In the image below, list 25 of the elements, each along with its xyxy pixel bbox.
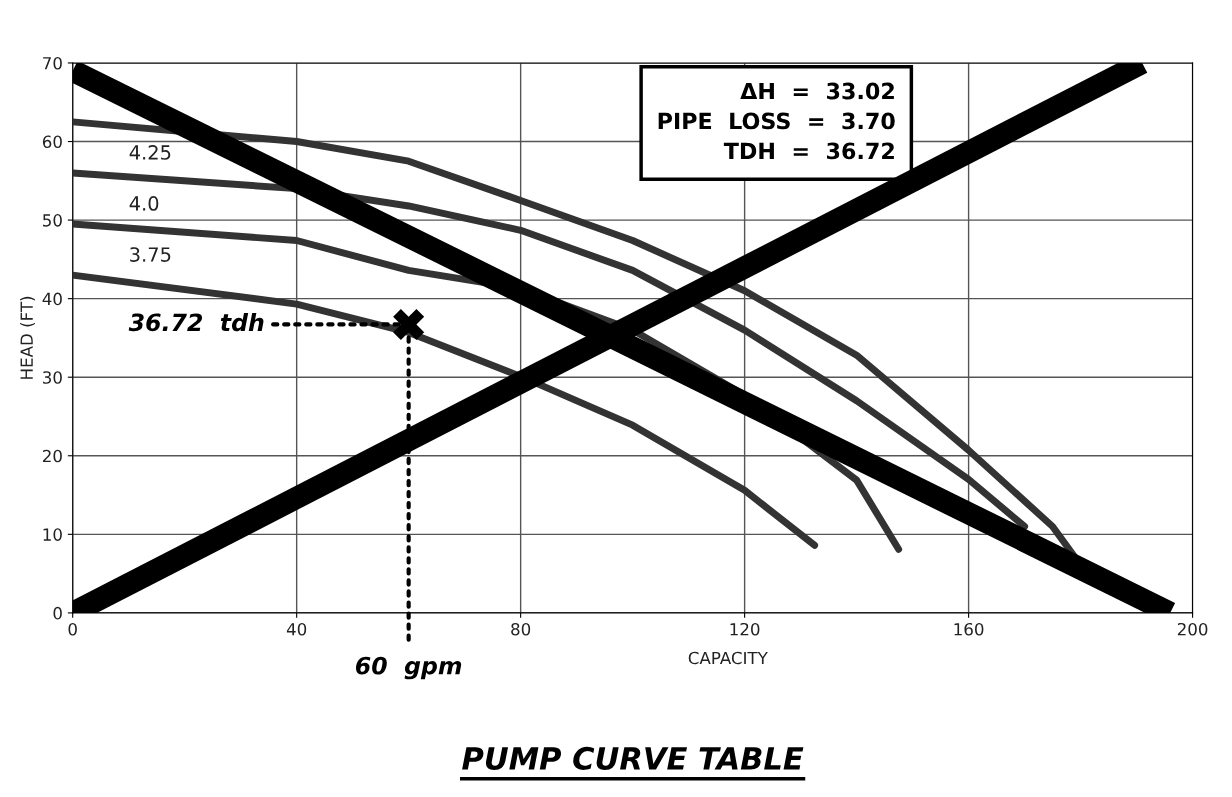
x-tick-label: 120 bbox=[730, 622, 760, 636]
y-tick-label: 50 bbox=[43, 214, 62, 227]
annotation: TDH = 36.72 bbox=[723, 142, 894, 160]
y-axis-title: HEAD (FT) bbox=[20, 296, 35, 379]
annotation: PIPE LOSS = 3.70 bbox=[658, 112, 895, 130]
y-tick-label: 10 bbox=[43, 528, 62, 541]
x-axis-title: CAPACITY bbox=[688, 651, 768, 665]
text: PUMP CURVE TABLE bbox=[462, 746, 804, 770]
x-tick-label: 200 bbox=[1177, 622, 1208, 636]
x-tick-label: 160 bbox=[954, 622, 984, 636]
y-tick-label: 60 bbox=[42, 135, 62, 149]
x-tick-label: 40 bbox=[286, 622, 307, 636]
y-tick-label: 70 bbox=[43, 56, 62, 70]
series-label: 4.25 bbox=[129, 145, 171, 160]
y-tick-label: 20 bbox=[42, 449, 62, 463]
series-label: 3.75 bbox=[130, 247, 171, 262]
y-tick-label: 30 bbox=[43, 371, 62, 384]
x-tick-label: 80 bbox=[511, 622, 531, 636]
annotation: 60 gpm bbox=[355, 656, 462, 680]
annotation: 36.72 tdh bbox=[128, 312, 264, 332]
x-tick-label: 0 bbox=[68, 622, 77, 636]
y-tick-label: 40 bbox=[42, 292, 62, 306]
y-tick-label: 0 bbox=[53, 606, 62, 620]
annotation: ΔH = 33.02 bbox=[740, 82, 894, 100]
series-label: 4.0 bbox=[129, 196, 159, 211]
